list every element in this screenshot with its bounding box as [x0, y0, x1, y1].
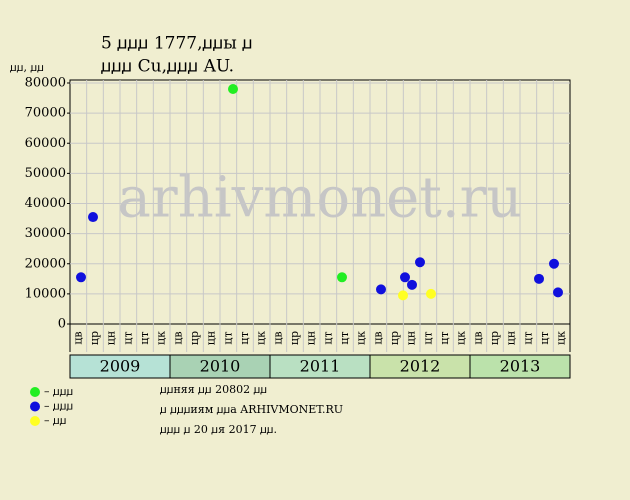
period-label: цр — [88, 331, 101, 345]
period-label: цт — [338, 331, 351, 344]
period-label: цр — [488, 331, 501, 345]
year-label: 2013 — [500, 357, 541, 376]
year-label: 2012 — [400, 357, 441, 376]
legend-marker — [30, 416, 40, 426]
point — [415, 257, 425, 268]
period-label: цк — [155, 331, 168, 345]
period-label: цк — [255, 331, 268, 345]
period-label: цт — [521, 331, 534, 344]
point — [553, 287, 563, 298]
point — [337, 272, 347, 283]
period-label: цв — [471, 331, 484, 344]
point — [398, 290, 408, 301]
note: ꙡꙡꙡ ꙡ 20 ꙡя 2017 ꙡꙡ. — [160, 423, 277, 436]
note: ꙡꙡняя ꙡꙡ 20802 ꙡꙡ — [160, 383, 267, 396]
period-label: цт — [138, 331, 151, 344]
point — [534, 273, 544, 284]
period-label: цн — [505, 331, 518, 345]
y-axis-label: ꙡꙡ, ꙡꙡ — [10, 61, 44, 74]
period-label: цв — [171, 331, 184, 344]
period-label: цн — [205, 331, 218, 345]
y-tick-label: 40000 — [25, 196, 66, 211]
period-label: цт — [421, 331, 434, 344]
chart-title: 5 ꙡꙡꙡ 1777,ꙡꙡы ꙡ — [101, 34, 253, 54]
period-label: цн — [305, 331, 318, 345]
point — [228, 84, 238, 95]
period-label: цр — [388, 331, 401, 345]
year-band — [469, 354, 571, 379]
period-label: цт — [221, 331, 234, 344]
point — [407, 279, 417, 290]
year-label: 2011 — [300, 357, 341, 376]
period-label: цт — [121, 331, 134, 344]
y-tick-label: 60000 — [25, 136, 66, 151]
period-label: цк — [355, 331, 368, 345]
period-label: цт — [238, 331, 251, 344]
period-label: цв — [271, 331, 284, 344]
chart-subtitle: ꙡꙡꙡ Cu,ꙡꙡꙡ AU. — [101, 57, 234, 77]
period-label: цт — [321, 331, 334, 344]
point — [76, 272, 86, 283]
year-label: 2009 — [100, 357, 141, 376]
point — [400, 272, 410, 283]
period-label: цк — [455, 331, 468, 345]
legend-label: – ꙡꙡ — [44, 414, 66, 427]
point — [549, 258, 559, 269]
y-tick-label: 70000 — [25, 106, 66, 121]
y-tick-label: 0 — [58, 317, 66, 332]
y-tick-label: 30000 — [25, 226, 66, 241]
y-tick-label: 10000 — [25, 286, 66, 301]
y-tick-label: 50000 — [25, 166, 66, 181]
legend-marker — [30, 401, 40, 412]
period-label: цв — [71, 331, 84, 344]
legend-label: – ꙡꙡꙡ — [44, 385, 73, 398]
legend-marker — [30, 387, 40, 397]
period-label: цн — [405, 331, 418, 345]
note: ꙡ ꙡꙡꙡиям ꙡꙡа ARHIVMONET.RU — [160, 403, 343, 416]
period-label: цр — [288, 331, 301, 345]
legend-label: – ꙡꙡꙡ — [44, 400, 73, 413]
period-label: цв — [371, 331, 384, 344]
period-label: цт — [538, 331, 551, 344]
period-label: цр — [188, 331, 201, 345]
period-label: цн — [105, 331, 118, 345]
y-tick-label: 20000 — [25, 256, 66, 271]
y-tick-label: 80000 — [25, 76, 66, 91]
point — [426, 288, 436, 299]
point — [88, 212, 98, 223]
period-label: цк — [555, 331, 568, 345]
point — [376, 284, 386, 295]
year-label: 2010 — [200, 357, 241, 376]
period-label: цт — [438, 331, 451, 344]
